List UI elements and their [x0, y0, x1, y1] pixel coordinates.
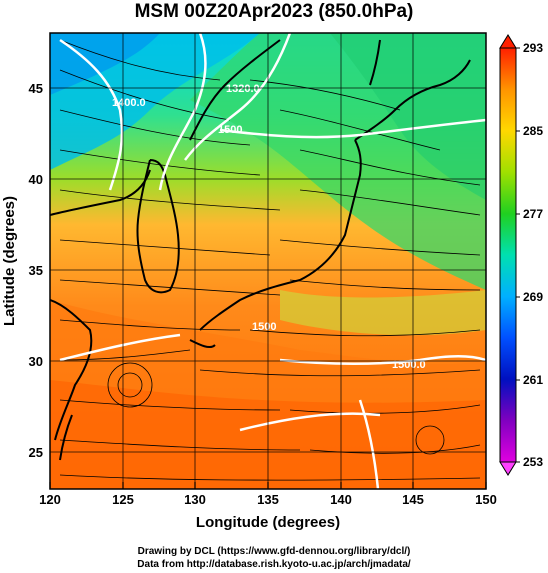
x-ticks [49, 482, 487, 489]
wind-streamlines [59, 39, 481, 481]
contour-label: 1500.0 [392, 359, 426, 371]
x-tick-label: 130 [184, 492, 206, 507]
contour-label: 1400.0 [112, 97, 146, 109]
x-tick-label: 145 [402, 492, 424, 507]
grid-lines [50, 33, 486, 489]
y-axis-title: Latitude (degrees) [1, 196, 18, 326]
colorbar-label: 253 [523, 455, 543, 469]
map-title: MSM 00Z20Apr2023 (850.0hPa) [134, 1, 414, 22]
x-tick-label: 140 [330, 492, 352, 507]
colorbar-label: 261 [523, 373, 543, 387]
colorbar-label: 293 [523, 41, 543, 55]
contour-label: 1320.0 [226, 83, 260, 95]
coastlines [50, 39, 471, 461]
colorbar-label: 269 [523, 290, 543, 304]
colorbar-label: 277 [523, 207, 543, 221]
weather-map-figure: 1320.0 1400.0 1500 1500.0 1500 120 125 1… [1, 32, 543, 531]
height-contours [59, 33, 486, 489]
footer-credit-drawing: Drawing by DCL (https://www.gfd-dennou.o… [137, 546, 411, 557]
y-tick-label: 35 [29, 263, 43, 278]
x-tick-label: 150 [475, 492, 497, 507]
y-tick-label: 45 [29, 81, 43, 96]
x-tick-label: 125 [112, 492, 134, 507]
x-tick-label: 135 [257, 492, 279, 507]
x-tick-label: 120 [39, 492, 61, 507]
y-tick-label: 30 [29, 354, 43, 369]
contour-label: 1500 [218, 124, 242, 136]
y-tick-label: 40 [29, 172, 43, 187]
y-tick-label: 25 [29, 445, 43, 460]
colorbar-label: 285 [523, 124, 543, 138]
colorbar [499, 34, 520, 476]
x-axis-title: Longitude (degrees) [196, 514, 340, 531]
footer-credit-data: Data from http://database.rish.kyoto-u.a… [137, 559, 411, 570]
contour-label: 1500 [252, 321, 276, 333]
